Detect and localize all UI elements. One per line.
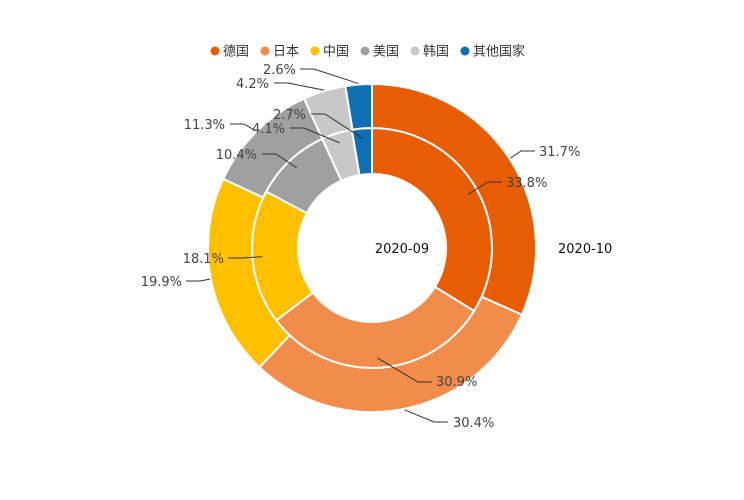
data-label: 30.4% — [453, 416, 494, 431]
legend-swatch — [260, 46, 270, 56]
legend-item[interactable]: 日本 — [260, 45, 300, 60]
data-label: 19.9% — [141, 275, 182, 290]
leader-line — [510, 150, 535, 159]
legend-label: 美国 — [373, 45, 399, 60]
legend-item[interactable]: 美国 — [360, 45, 400, 60]
leader-line — [228, 256, 263, 259]
data-label: 2.7% — [273, 108, 306, 123]
legend-label: 日本 — [273, 45, 299, 60]
data-label: 4.1% — [252, 122, 285, 137]
data-label: 18.1% — [183, 252, 224, 267]
data-label: 2.6% — [263, 63, 296, 78]
leader-line — [404, 409, 448, 423]
series-label-inner: 2020-09 — [375, 242, 429, 257]
leader-line — [262, 153, 297, 169]
slice-outer-5[interactable] — [344, 82, 373, 131]
leader-line — [274, 82, 325, 91]
legend: 德国 日本 中国 美国 韩国 其他国家 — [210, 44, 526, 60]
data-label: 33.8% — [506, 176, 547, 191]
data-label: 31.7% — [539, 145, 580, 160]
legend-swatch — [310, 46, 320, 56]
legend-swatch — [360, 46, 370, 56]
data-label: 11.3% — [184, 118, 225, 133]
leader-line — [300, 68, 359, 85]
legend-item[interactable]: 德国 — [210, 45, 250, 60]
series-labels: 2020-09 2020-10 — [375, 242, 612, 257]
leader-line — [467, 181, 502, 195]
leader-lines — [186, 68, 535, 423]
legend-label: 中国 — [323, 45, 349, 60]
slices — [207, 82, 537, 413]
legend-item[interactable]: 韩国 — [410, 45, 450, 60]
leader-line — [376, 357, 432, 383]
series-label-outer: 2020-10 — [558, 242, 612, 257]
legend-label: 韩国 — [423, 45, 449, 60]
leader-line — [311, 113, 363, 139]
legend-item[interactable]: 中国 — [310, 45, 350, 60]
leader-line — [230, 123, 257, 132]
data-label: 10.4% — [216, 148, 257, 163]
legend-swatch — [460, 46, 470, 56]
legend-swatch — [210, 46, 220, 56]
legend-label: 德国 — [223, 45, 249, 60]
data-labels: 33.8% 30.9% 18.1% 10.4% 4.1%2.7% 31.7% 30.4% 19… — [141, 63, 581, 431]
legend-label: 其他国家 — [473, 44, 525, 60]
data-label: 30.9% — [436, 375, 477, 390]
leader-line — [186, 278, 211, 282]
leader-line — [290, 127, 340, 144]
data-label: 4.2% — [236, 77, 269, 92]
legend-item[interactable]: 其他国家 — [460, 44, 526, 60]
legend-swatch — [410, 46, 420, 56]
